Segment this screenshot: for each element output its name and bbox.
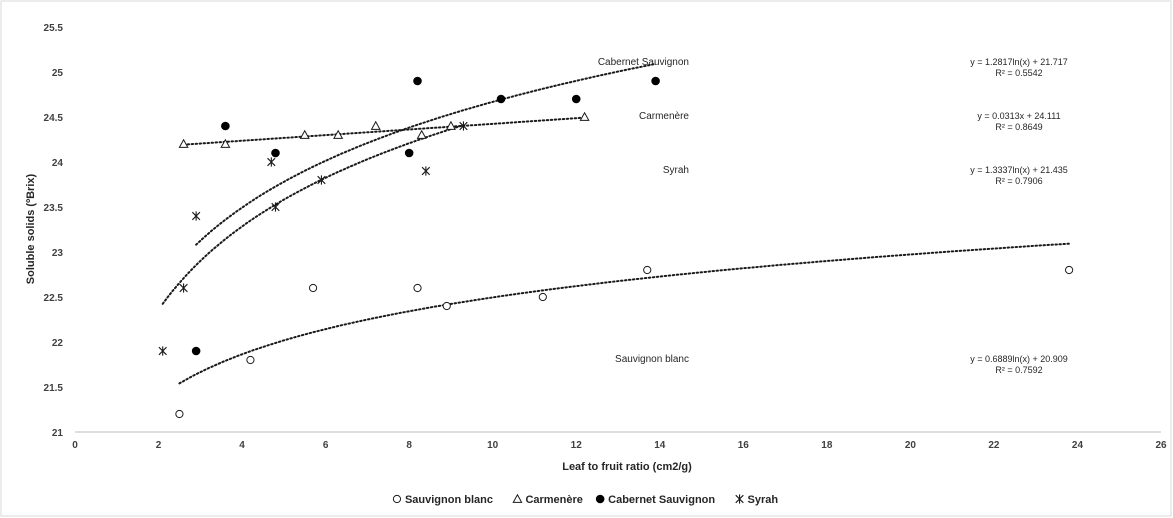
point-syrah: [421, 166, 431, 176]
x-tick-label: 8: [406, 440, 412, 451]
x-tick-label: 18: [821, 440, 833, 451]
trendline-sauvignon-blanc: [178, 242, 1071, 385]
point-sauvignon-blanc: [413, 283, 422, 293]
point-cabernet-sauvignon: [496, 94, 506, 104]
point-sauvignon-blanc: [308, 283, 318, 293]
y-tick-label: 25: [52, 68, 64, 79]
point-cabernet-sauvignon: [413, 76, 422, 86]
legend-marker-sauvignon-blanc: [392, 494, 402, 504]
x-tick-label: 12: [571, 440, 583, 451]
legend-marker-cabernet-sauvignon: [595, 494, 605, 504]
point-syrah: [267, 157, 276, 167]
point-sauvignon-blanc: [175, 409, 184, 419]
y-tick-label: 24: [52, 158, 64, 169]
point-sauvignon-blanc: [643, 265, 652, 275]
annotation-equation-cabernet-sauvignon: y = 1.2817ln(x) + 21.717: [970, 57, 1068, 67]
x-tick-label: 2: [156, 440, 162, 451]
point-carmen-re: [299, 129, 310, 139]
y-tick-label: 21.5: [44, 383, 64, 394]
y-tick-label: 24.5: [44, 113, 64, 124]
trendline-carmen-re: [182, 116, 586, 146]
point-cabernet-sauvignon: [191, 346, 201, 356]
legend-label-sauvignon-blanc: Sauvignon blanc: [405, 494, 493, 506]
point-syrah: [317, 175, 326, 185]
y-tick-label: 25.5: [44, 23, 64, 34]
trendline-cabernet-sauvignon: [195, 62, 657, 246]
y-tick-label: 23: [52, 248, 64, 259]
point-carmen-re: [333, 129, 344, 139]
annotation-label-syrah: Syrah: [663, 165, 689, 176]
x-tick-label: 16: [738, 440, 750, 451]
y-tick-label: 23.5: [44, 203, 64, 214]
point-syrah: [158, 346, 167, 356]
point-sauvignon-blanc: [1065, 265, 1074, 275]
x-tick-label: 26: [1155, 440, 1167, 451]
legend: Sauvignon blanc Carmenère Cabernet Sauvign…: [392, 493, 779, 506]
trendline-syrah: [161, 124, 465, 305]
y-tick-label: 21: [52, 428, 64, 439]
x-tick-label: 14: [654, 440, 666, 451]
point-sauvignon-blanc: [246, 355, 255, 365]
point-carmen-re: [220, 138, 231, 148]
x-axis-title: Leaf to fruit ratio (cm2/g): [562, 461, 692, 473]
annotation-r2-syrah: R² = 0.7906: [995, 176, 1042, 186]
x-tick-label: 4: [239, 440, 245, 451]
point-carmen-re: [579, 111, 590, 121]
point-cabernet-sauvignon: [221, 121, 230, 131]
annotation-equation-sauvignon-blanc: y = 0.6889ln(x) + 20.909: [970, 354, 1068, 364]
legend-label-cabernet-sauvignon: Cabernet Sauvignon: [608, 494, 715, 506]
y-tick-label: 22: [52, 338, 64, 349]
point-cabernet-sauvignon: [404, 148, 414, 158]
x-tick-label: 22: [988, 440, 1000, 451]
point-carmen-re: [370, 120, 381, 130]
axes: 0 2 4 6 8 10 12 14 16 18 20 22 24 262121.52222.52323.…: [44, 23, 1167, 451]
x-tick-label: 10: [487, 440, 499, 451]
annotation-r2-sauvignon-blanc: R² = 0.7592: [995, 365, 1042, 375]
point-carmen-re: [178, 138, 189, 148]
annotation-r2-carmen-re: R² = 0.8649: [995, 122, 1042, 132]
point-cabernet-sauvignon: [571, 94, 581, 104]
legend-marker-carmen-re: [512, 493, 523, 503]
point-carmen-re: [445, 120, 456, 130]
x-tick-label: 20: [905, 440, 917, 451]
annotation-r2-cabernet-sauvignon: R² = 0.5542: [995, 68, 1042, 78]
point-syrah: [271, 202, 280, 212]
x-tick-label: 0: [72, 440, 78, 451]
annotation-equation-syrah: y = 1.3337ln(x) + 21.435: [970, 165, 1068, 175]
annotation-label-sauvignon-blanc: Sauvignon blanc: [615, 354, 689, 365]
point-syrah: [179, 283, 188, 293]
point-sauvignon-blanc: [442, 301, 451, 311]
legend-label-carmen-re: Carmenère: [525, 494, 582, 506]
y-tick-label: 22.5: [44, 293, 64, 304]
x-tick-label: 6: [323, 440, 329, 451]
data-points: [158, 76, 1074, 419]
annotation-equation-carmen-re: y = 0.0313x + 24.111: [977, 111, 1060, 121]
trendline-annotations: Cabernet Sauvignon y = 1.2817ln(x) + 21.7…: [598, 57, 1068, 375]
point-carmen-re: [416, 129, 427, 139]
annotation-label-cabernet-sauvignon: Cabernet Sauvignon: [598, 57, 689, 68]
legend-marker-syrah: [735, 494, 744, 504]
legend-label-syrah: Syrah: [748, 494, 779, 506]
x-tick-label: 24: [1072, 440, 1084, 451]
point-sauvignon-blanc: [538, 292, 547, 302]
point-cabernet-sauvignon: [651, 76, 660, 86]
point-syrah: [459, 121, 468, 131]
trendlines: [161, 62, 1071, 385]
point-cabernet-sauvignon: [271, 148, 280, 158]
point-syrah: [191, 211, 201, 221]
y-axis-title: Soluble solids (ºBrix): [25, 173, 37, 284]
annotation-label-carmen-re: Carmenère: [639, 111, 689, 122]
